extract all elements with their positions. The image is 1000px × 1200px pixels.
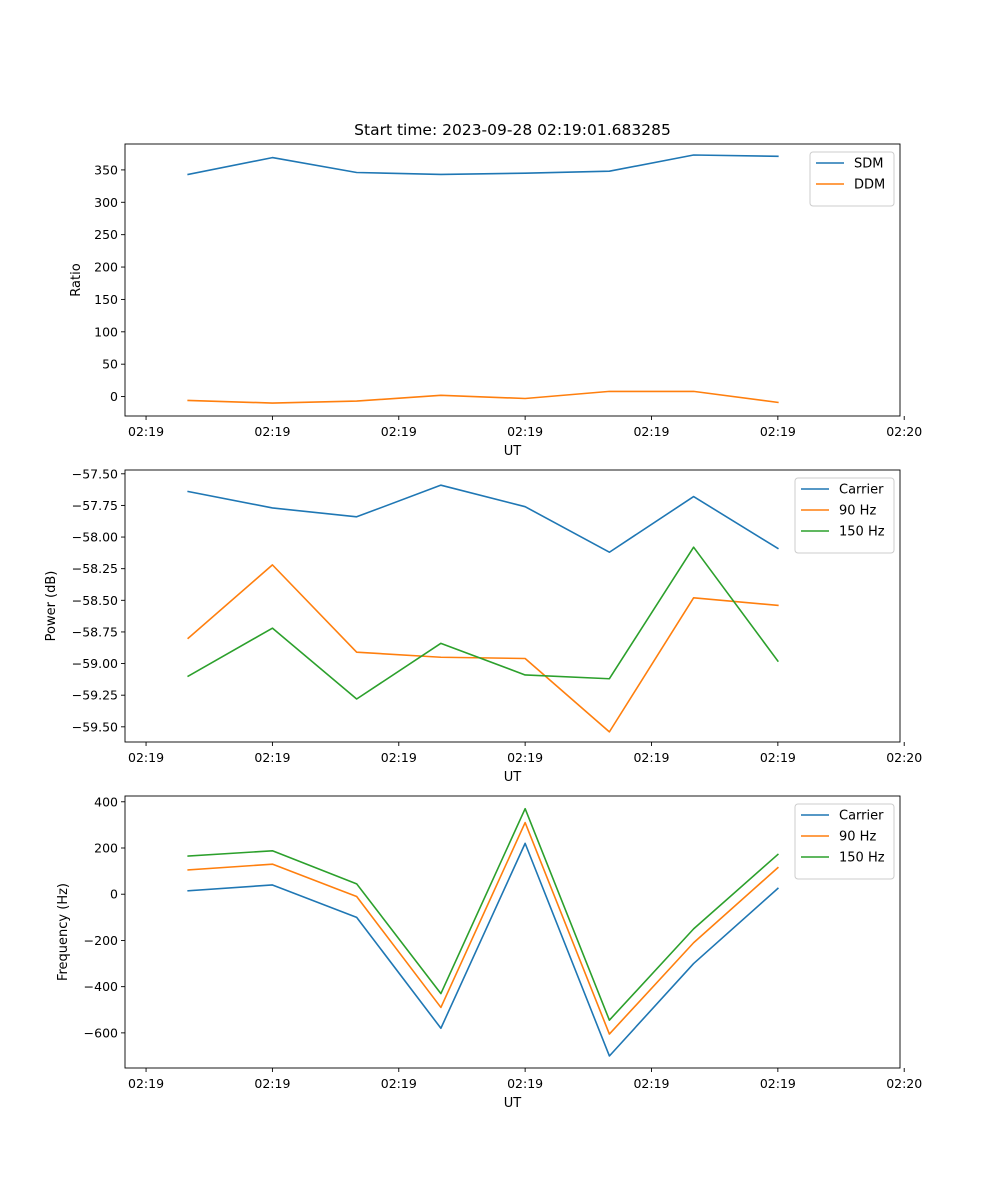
series-line-150-hz: [187, 807, 779, 1021]
legend-label: Carrier: [839, 809, 884, 824]
x-axis-label: UT: [504, 1096, 522, 1111]
chart-title: Start time: 2023-09-28 02:19:01.683285: [354, 121, 671, 139]
y-tick-label: −57.75: [72, 498, 118, 513]
legend-label: SDM: [854, 157, 883, 172]
y-tick-label: 350: [94, 162, 118, 177]
y-tick-label: 0: [110, 389, 118, 404]
chart-panel-2: 02:19 02:19 02:19 02:19 02:19 02:19 02:20 −59.5…: [44, 466, 922, 785]
chart-panel-1: Start time: 2023-09-28 02:19:01.68328502…: [69, 121, 922, 459]
y-axis-label: Power (dB): [44, 571, 59, 642]
series-line-ddm: [187, 390, 779, 404]
x-tick-label: 02:19: [128, 1076, 164, 1091]
x-tick-label: 02:20: [886, 424, 922, 439]
legend: SDM DDM: [809, 151, 895, 207]
x-tick-label: 02:19: [381, 424, 417, 439]
x-tick-label: 02:19: [381, 1076, 417, 1091]
y-tick-label: −58.50: [72, 593, 118, 608]
x-tick-label: 02:19: [760, 1076, 796, 1091]
axes-frame: [124, 795, 901, 1069]
y-tick-label: −57.50: [72, 466, 118, 481]
y-tick-label: 200: [94, 260, 118, 275]
y-tick-label: 300: [94, 195, 118, 210]
x-tick-label: 02:19: [254, 1076, 290, 1091]
axes-frame: [124, 143, 901, 417]
x-tick-label: 02:19: [128, 750, 164, 765]
y-tick-label: 250: [94, 227, 118, 242]
chart-panel-3: 02:19 02:19 02:19 02:19 02:19 02:19 02:20 −600 −…: [56, 794, 922, 1111]
y-axis-label: Ratio: [69, 263, 84, 296]
x-tick-label: 02:19: [633, 424, 669, 439]
legend-box: [794, 477, 895, 554]
legend-label: DDM: [854, 178, 885, 193]
legend-label: Carrier: [839, 483, 884, 498]
x-tick-label: 02:19: [760, 424, 796, 439]
x-tick-label: 02:19: [254, 750, 290, 765]
series-line-90-hz: [187, 821, 779, 1035]
legend-label: 150 Hz: [839, 851, 885, 866]
y-tick-label: −200: [84, 933, 118, 948]
y-tick-label: 0: [110, 887, 118, 902]
legend: Carrier 90 Hz 150 Hz: [794, 477, 895, 554]
y-tick-label: 150: [94, 292, 118, 307]
x-tick-label: 02:19: [507, 1076, 543, 1091]
legend-label: 90 Hz: [839, 830, 876, 845]
x-tick-label: 02:19: [633, 1076, 669, 1091]
x-tick-label: 02:20: [886, 1076, 922, 1091]
y-tick-label: −58.75: [72, 624, 118, 639]
x-tick-label: 02:19: [633, 750, 669, 765]
y-tick-label: −58.00: [72, 530, 118, 545]
y-axis-label: Frequency (Hz): [56, 883, 71, 981]
x-tick-label: 02:19: [381, 750, 417, 765]
y-tick-label: −59.25: [72, 688, 118, 703]
x-tick-label: 02:19: [254, 424, 290, 439]
axes-frame: [124, 469, 901, 743]
y-tick-label: −600: [84, 1025, 118, 1040]
x-tick-label: 02:19: [128, 424, 164, 439]
x-tick-label: 02:19: [507, 424, 543, 439]
y-tick-label: −59.00: [72, 656, 118, 671]
x-tick-label: 02:19: [760, 750, 796, 765]
legend-label: 90 Hz: [839, 504, 876, 519]
y-tick-label: −58.25: [72, 561, 118, 576]
legend-box: [809, 151, 895, 207]
y-tick-label: 100: [94, 324, 118, 339]
series-line-90-hz: [187, 564, 779, 733]
x-axis-label: UT: [504, 770, 522, 785]
y-tick-label: 50: [102, 357, 118, 372]
y-tick-label: −400: [84, 979, 118, 994]
x-axis-label: UT: [504, 444, 522, 459]
legend-box: [794, 803, 895, 880]
series-line-carrier: [187, 484, 779, 554]
y-tick-label: −59.50: [72, 719, 118, 734]
legend: Carrier 90 Hz 150 Hz: [794, 803, 895, 880]
x-tick-label: 02:19: [507, 750, 543, 765]
y-tick-label: 200: [94, 840, 118, 855]
x-tick-label: 02:20: [886, 750, 922, 765]
series-line-150-hz: [187, 546, 779, 700]
series-line-sdm: [187, 154, 779, 176]
y-tick-label: 400: [94, 794, 118, 809]
legend-label: 150 Hz: [839, 525, 885, 540]
series-line-carrier: [187, 842, 779, 1057]
